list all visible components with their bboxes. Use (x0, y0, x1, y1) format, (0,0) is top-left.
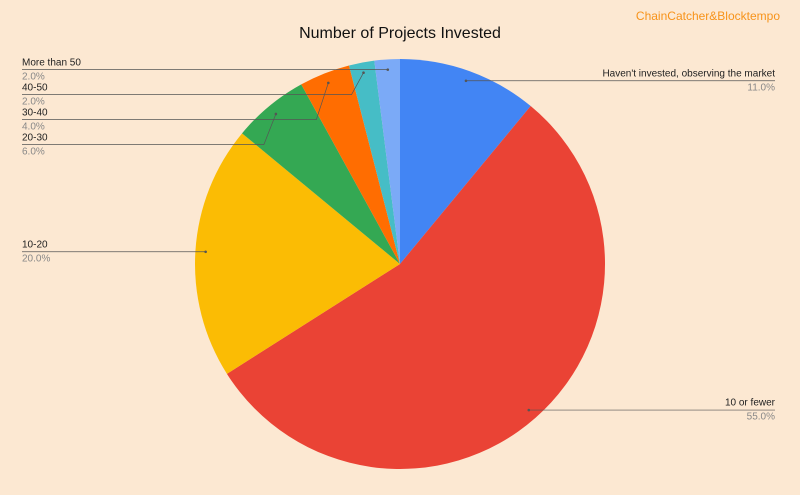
leader-line (22, 82, 329, 120)
slice-value-label: 11.0% (747, 82, 775, 93)
slice-label: 40-50 (22, 82, 48, 93)
leader-dot (464, 79, 468, 83)
leader-dot (327, 81, 330, 85)
leader-line (22, 113, 277, 145)
pie-slice (301, 65, 400, 264)
pie-slice (195, 133, 400, 374)
pie-slice (349, 60, 400, 264)
slice-label: 10 or fewer (725, 398, 776, 409)
slice-label: More than 50 (22, 57, 81, 68)
pie-slice (400, 59, 531, 264)
slice-value-label: 2.0% (22, 71, 45, 82)
slice-value-label: 20.0% (22, 253, 50, 264)
slice-label: 20-30 (22, 132, 48, 143)
slice-value-label: 6.0% (22, 146, 45, 157)
chart-title: Number of Projects Invested (299, 25, 501, 42)
watermark: ChainCatcher&Blocktempo (636, 9, 780, 23)
slice-label: 30-40 (22, 107, 48, 118)
slice-label: Haven't invested, observing the market (602, 68, 775, 79)
leader-dot (362, 71, 365, 74)
pie-slice (374, 59, 400, 264)
slice-value-label: 2.0% (22, 96, 45, 107)
leader-dot (204, 250, 207, 254)
leader-dot (386, 68, 390, 71)
pie-slice (226, 106, 606, 470)
leader-line (22, 72, 364, 95)
pie-slice (242, 84, 400, 264)
slice-value-label: 55.0% (747, 412, 775, 423)
leader-dot (274, 112, 278, 116)
slice-label: 10-20 (22, 239, 48, 250)
slice-value-label: 4.0% (22, 121, 45, 132)
leader-dot (527, 408, 531, 412)
